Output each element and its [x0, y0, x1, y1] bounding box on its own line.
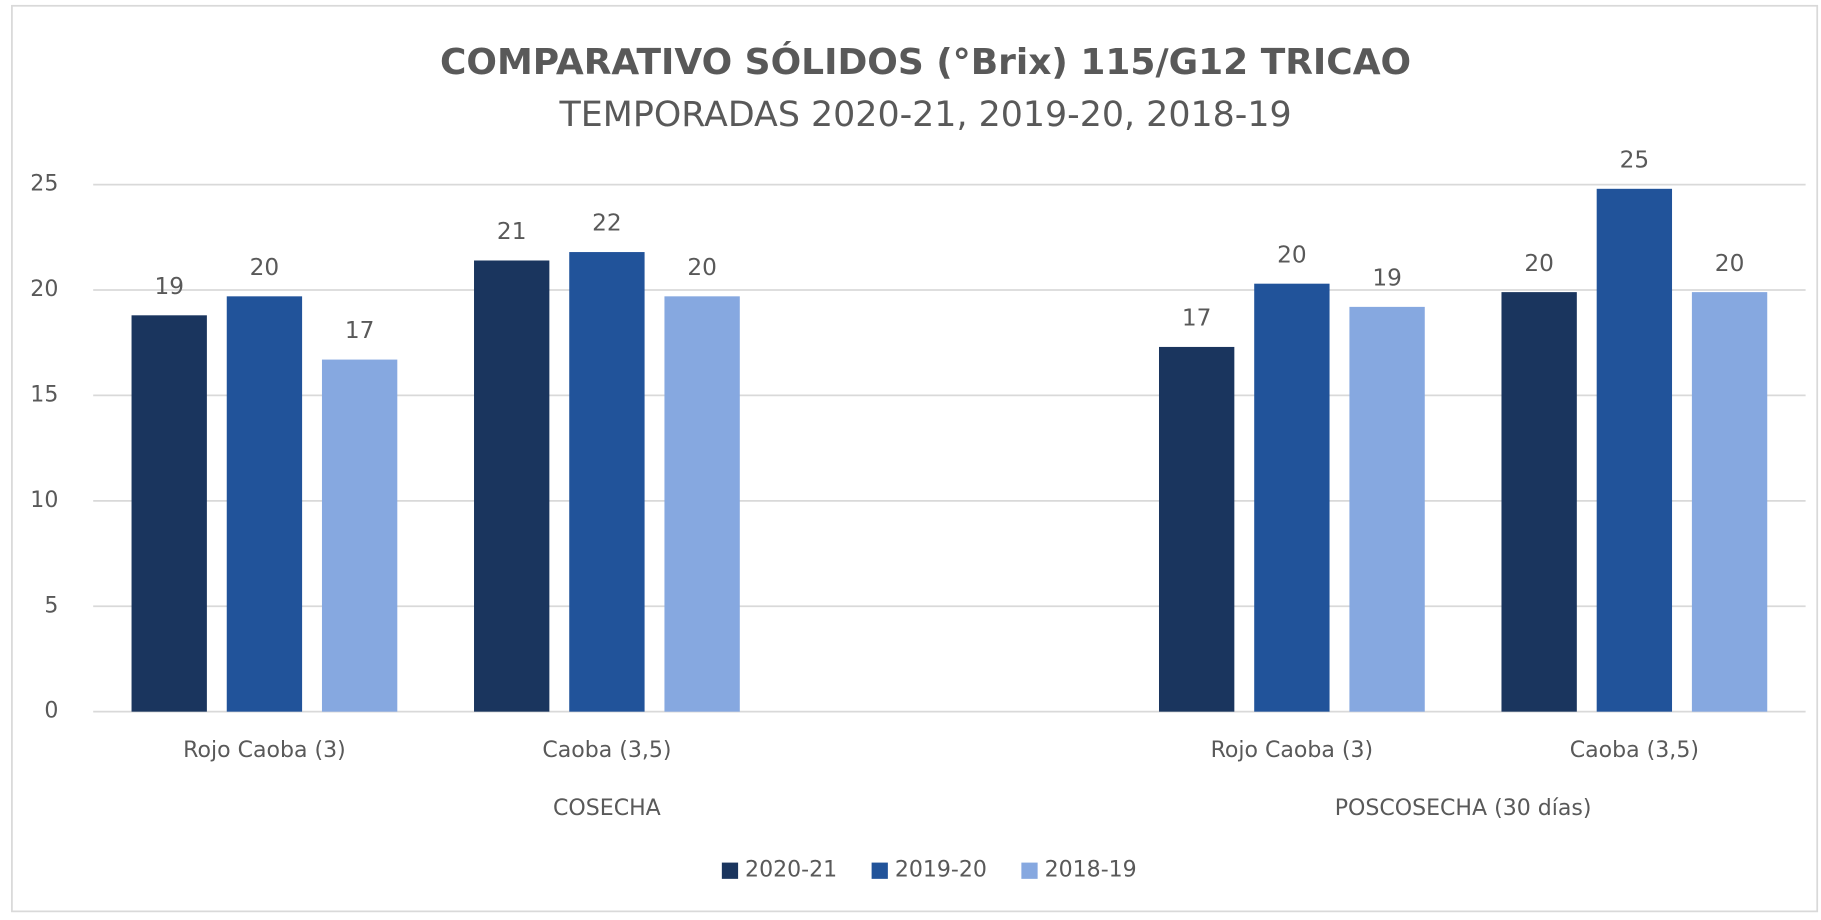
value-label: 25 [1620, 146, 1650, 173]
bar [131, 315, 207, 712]
legend-label: 2019-20 [895, 858, 987, 883]
value-label: 19 [154, 273, 184, 300]
x-tick-label: Rojo Caoba (3) [1211, 738, 1374, 763]
value-label: 19 [1372, 265, 1402, 292]
x-tick-label: Caoba (3,5) [1570, 738, 1699, 763]
bar [664, 296, 740, 712]
bar [1158, 346, 1235, 712]
y-tick-label: 15 [30, 382, 58, 407]
bar [1691, 292, 1768, 712]
bar [1501, 292, 1577, 712]
bar [321, 359, 398, 712]
legend-swatch [1021, 862, 1038, 879]
chart-subtitle: TEMPORADAS 2020-21, 2019-20, 2018-19 [559, 95, 1292, 135]
chart-title: COMPARATIVO SÓLIDOS (°Brix) 115/G12 TRIC… [440, 41, 1411, 83]
bar [1254, 283, 1330, 712]
value-label: 20 [1524, 250, 1554, 277]
x-tick-label: Rojo Caoba (3) [183, 738, 346, 763]
x-tick-label: Caoba (3,5) [542, 738, 671, 763]
value-label: 17 [1182, 305, 1212, 332]
bar [1349, 306, 1425, 712]
legend-label: 2018-19 [1045, 858, 1137, 883]
value-label: 20 [1277, 241, 1307, 268]
y-tick-label: 0 [44, 699, 58, 724]
legend-swatch [871, 862, 888, 879]
value-label: 21 [497, 218, 527, 245]
value-label: 20 [687, 254, 717, 281]
bar [1596, 188, 1673, 712]
group-label: COSECHA [553, 796, 661, 821]
value-label: 20 [250, 254, 280, 281]
bar [569, 252, 645, 712]
y-tick-label: 20 [30, 277, 58, 302]
bar [474, 260, 550, 712]
value-label: 17 [345, 317, 375, 344]
legend-swatch [721, 862, 739, 879]
bar [226, 296, 303, 712]
y-tick-label: 10 [30, 488, 58, 513]
value-label: 22 [592, 210, 622, 237]
value-label: 20 [1715, 250, 1745, 277]
group-label: POSCOSECHA (30 días) [1335, 796, 1592, 821]
y-tick-label: 25 [30, 172, 58, 197]
legend-label: 2020-21 [745, 858, 837, 883]
y-tick-label: 5 [44, 593, 58, 618]
